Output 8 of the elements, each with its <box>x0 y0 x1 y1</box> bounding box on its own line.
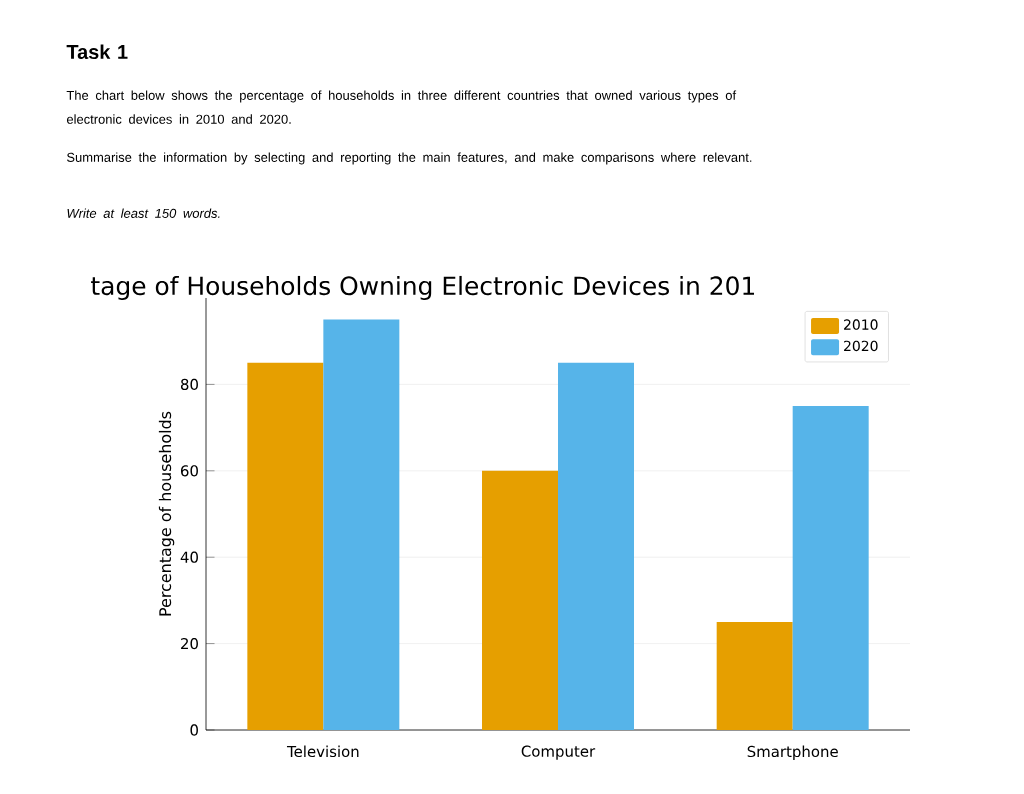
bar <box>247 362 324 730</box>
text: Task 1 <box>66 44 128 60</box>
bar <box>792 406 869 730</box>
bar <box>716 622 793 730</box>
bar <box>558 362 635 730</box>
bar <box>482 470 559 730</box>
chart-title: tage of Households Owning Electronic Devices in 201 <box>91 275 755 301</box>
bar <box>323 319 400 730</box>
